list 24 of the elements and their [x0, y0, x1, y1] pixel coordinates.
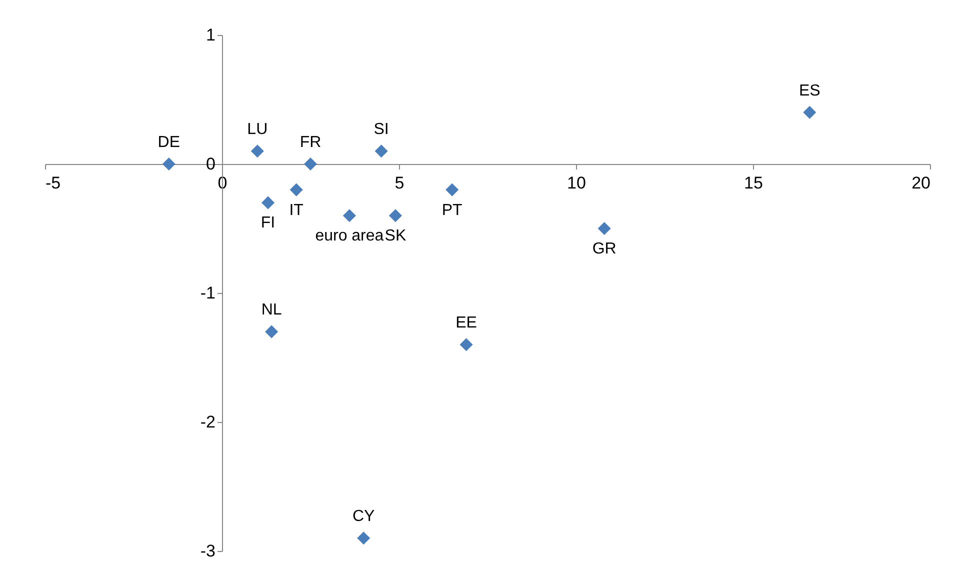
- annotation: NL: [261, 302, 282, 319]
- annotation: CY: [352, 508, 376, 526]
- annotation: SI: [374, 121, 389, 138]
- y-tick-label: 0: [206, 154, 216, 174]
- y-tick-label: -3: [200, 542, 216, 560]
- annotation: DE: [158, 134, 180, 151]
- x-tick-label: 15: [744, 174, 763, 192]
- annotation: FI: [260, 214, 276, 232]
- annotation: EE: [456, 314, 477, 332]
- y-tick-label: 1: [206, 26, 216, 44]
- x-tick-label: 20: [912, 174, 930, 192]
- annotation: LU: [247, 121, 268, 138]
- y-tick-label: -2: [200, 412, 216, 432]
- y-tick-label: -1: [200, 284, 216, 302]
- annotation: GR: [592, 240, 616, 258]
- annotation: FR: [300, 134, 322, 151]
- x-tick-label: 10: [567, 174, 586, 192]
- x-tick-label: -5: [46, 174, 61, 192]
- x-tick-label: 5: [394, 174, 404, 192]
- annotation: SK: [384, 228, 406, 245]
- annotation: IT: [289, 202, 304, 219]
- annotation: euro area: [315, 228, 384, 245]
- annotation: PT: [442, 202, 463, 219]
- annotation: ES: [798, 82, 820, 100]
